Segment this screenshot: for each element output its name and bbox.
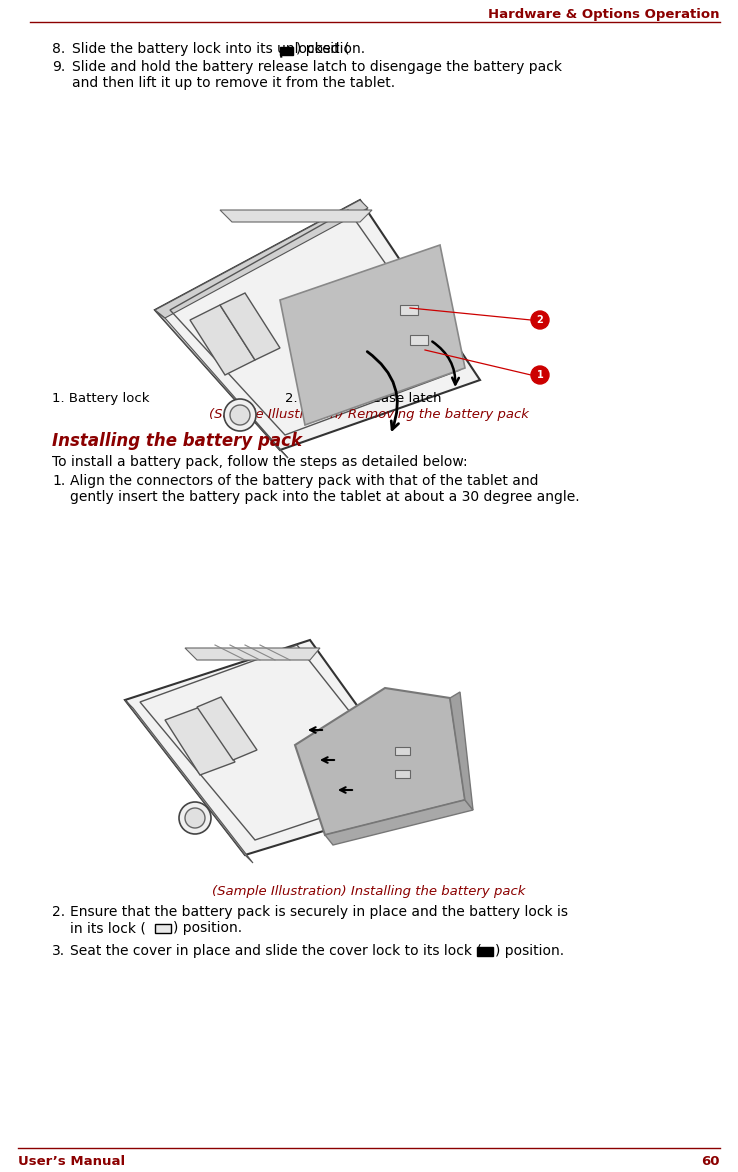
- Text: and then lift it up to remove it from the tablet.: and then lift it up to remove it from th…: [72, 76, 395, 90]
- Text: 3.: 3.: [52, 943, 65, 958]
- Text: (Sample Illustration) Installing the battery pack: (Sample Illustration) Installing the bat…: [213, 885, 525, 898]
- Text: gently insert the battery pack into the tablet at about a 30 degree angle.: gently insert the battery pack into the …: [70, 490, 579, 504]
- Text: 60: 60: [702, 1154, 720, 1168]
- Bar: [410, 335, 428, 345]
- Text: Slide the battery lock into its unlocked (: Slide the battery lock into its unlocked…: [72, 42, 350, 56]
- Text: Slide and hold the battery release latch to disengage the battery pack: Slide and hold the battery release latch…: [72, 60, 562, 74]
- Polygon shape: [295, 688, 465, 834]
- Polygon shape: [155, 311, 288, 458]
- Circle shape: [230, 406, 250, 425]
- Text: ) position.: ) position.: [173, 921, 242, 935]
- Bar: [400, 305, 418, 315]
- Text: 2. Battery release latch: 2. Battery release latch: [285, 391, 441, 406]
- Polygon shape: [155, 200, 480, 450]
- Text: To install a battery pack, follow the steps as detailed below:: To install a battery pack, follow the st…: [52, 455, 468, 469]
- Text: ) position.: ) position.: [495, 943, 564, 958]
- Text: in its lock (: in its lock (: [70, 921, 146, 935]
- Bar: [395, 770, 410, 778]
- Text: Align the connectors of the battery pack with that of the tablet and: Align the connectors of the battery pack…: [70, 473, 539, 488]
- Polygon shape: [185, 648, 320, 660]
- Text: Hardware & Options Operation: Hardware & Options Operation: [489, 8, 720, 21]
- Circle shape: [531, 311, 549, 329]
- Polygon shape: [325, 800, 473, 845]
- Polygon shape: [125, 700, 253, 863]
- Circle shape: [531, 366, 549, 384]
- Bar: [395, 747, 410, 755]
- Polygon shape: [165, 707, 235, 775]
- Text: 1: 1: [537, 370, 543, 380]
- Text: 2: 2: [537, 315, 543, 325]
- Polygon shape: [220, 210, 372, 222]
- Circle shape: [224, 398, 256, 431]
- Text: (Sample Illustration) Removing the battery pack: (Sample Illustration) Removing the batte…: [209, 408, 529, 421]
- Circle shape: [185, 808, 205, 827]
- Circle shape: [179, 802, 211, 834]
- Text: 9.: 9.: [52, 60, 65, 74]
- Text: Seat the cover in place and slide the cover lock to its lock (: Seat the cover in place and slide the co…: [70, 943, 482, 958]
- Polygon shape: [280, 245, 465, 425]
- Polygon shape: [197, 697, 257, 759]
- Bar: [280, 47, 293, 55]
- Polygon shape: [155, 200, 368, 318]
- Text: ) position.: ) position.: [296, 42, 365, 56]
- Polygon shape: [125, 640, 425, 856]
- Text: 2.: 2.: [52, 905, 65, 919]
- Bar: [155, 924, 171, 933]
- Text: 1.: 1.: [52, 473, 65, 488]
- Bar: [477, 947, 493, 956]
- Polygon shape: [190, 305, 255, 375]
- Text: 1. Battery lock: 1. Battery lock: [52, 391, 150, 406]
- Polygon shape: [220, 293, 280, 360]
- Text: 8.: 8.: [52, 42, 65, 56]
- Text: Ensure that the battery pack is securely in place and the battery lock is: Ensure that the battery pack is securely…: [70, 905, 568, 919]
- Polygon shape: [450, 691, 473, 810]
- Text: User’s Manual: User’s Manual: [18, 1154, 125, 1168]
- Text: Installing the battery pack: Installing the battery pack: [52, 432, 302, 450]
